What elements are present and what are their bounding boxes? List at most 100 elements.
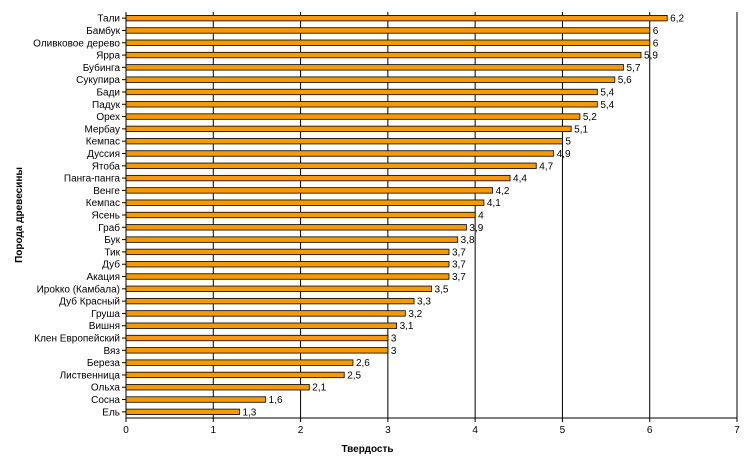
value-label: 4,7 bbox=[539, 161, 553, 172]
bar bbox=[125, 224, 467, 231]
value-label: 3,1 bbox=[400, 321, 414, 332]
x-tick-label: 6 bbox=[647, 425, 653, 436]
bar bbox=[125, 248, 450, 256]
bar bbox=[125, 285, 432, 292]
bar bbox=[125, 187, 494, 194]
bar bbox=[125, 51, 642, 59]
value-label: 3,7 bbox=[452, 260, 466, 271]
category-label: Береза bbox=[87, 358, 121, 369]
value-label: 5,4 bbox=[600, 100, 614, 111]
category-label: Тали bbox=[97, 14, 120, 25]
bar bbox=[125, 39, 651, 46]
category-label: Бубинга bbox=[83, 62, 121, 74]
category-label: Падук bbox=[92, 100, 121, 111]
y-axis-title: Порода древесины bbox=[14, 167, 25, 263]
bar bbox=[125, 113, 581, 120]
x-tick-label: 5 bbox=[560, 425, 566, 436]
category-label: Дуб Красный bbox=[59, 296, 120, 308]
bar bbox=[125, 359, 354, 366]
bar bbox=[125, 150, 555, 157]
value-label: 4,4 bbox=[513, 174, 527, 185]
value-label: 4,9 bbox=[557, 149, 571, 160]
category-label: Бади bbox=[96, 87, 120, 98]
category-label: Ольха bbox=[91, 383, 121, 394]
value-label: 3,2 bbox=[408, 309, 422, 320]
value-label: 3,7 bbox=[452, 272, 466, 283]
category-label: Тик bbox=[104, 247, 120, 258]
bar bbox=[125, 199, 485, 206]
category-label: Дуб bbox=[102, 259, 120, 271]
value-label: 5,2 bbox=[583, 112, 597, 123]
bar bbox=[125, 347, 389, 354]
category-label: Граб bbox=[98, 222, 120, 234]
bar bbox=[125, 64, 624, 71]
category-label: Ятоба bbox=[92, 160, 121, 172]
value-label: 6 bbox=[653, 26, 659, 37]
value-label: 4,2 bbox=[496, 186, 510, 197]
value-label: 5,1 bbox=[574, 124, 588, 135]
value-label: 3,8 bbox=[461, 235, 475, 246]
category-label: Бук bbox=[104, 235, 120, 246]
category-label: Вишня bbox=[89, 321, 120, 332]
value-label: 3,9 bbox=[469, 223, 483, 234]
bar bbox=[125, 27, 651, 34]
category-label: Ироkко (Камбала) bbox=[37, 283, 120, 295]
x-tick-label: 0 bbox=[123, 425, 129, 436]
bar bbox=[125, 384, 310, 391]
bar bbox=[125, 236, 459, 243]
bar bbox=[125, 162, 537, 169]
value-label: 2,6 bbox=[356, 358, 370, 369]
category-label: Мербау bbox=[84, 123, 120, 135]
category-label: Акация bbox=[86, 272, 120, 283]
value-label: 4 bbox=[478, 211, 484, 222]
value-label: 2,1 bbox=[312, 383, 326, 394]
category-label: Ярра bbox=[96, 51, 120, 62]
category-label: Сосна bbox=[91, 395, 120, 406]
value-label: 3,5 bbox=[435, 284, 449, 295]
category-label: Кемпас bbox=[86, 137, 120, 148]
bar bbox=[125, 396, 267, 403]
value-labels: 6,2665,95,75,65,45,45,25,154,94,74,44,24… bbox=[242, 14, 684, 419]
bar bbox=[125, 408, 240, 415]
x-tick-label: 2 bbox=[298, 425, 304, 436]
value-label: 5 bbox=[565, 137, 571, 148]
bars bbox=[125, 15, 668, 415]
category-label: Сукупира bbox=[76, 75, 120, 86]
category-label: Дуссия bbox=[87, 149, 120, 160]
value-label: 1,3 bbox=[242, 407, 256, 418]
category-label: Оливковое дерево bbox=[33, 38, 120, 49]
bar bbox=[125, 261, 450, 268]
category-label: Ель bbox=[102, 407, 120, 418]
category-label: Орех bbox=[96, 112, 120, 123]
bar bbox=[125, 334, 389, 342]
x-tick-label: 3 bbox=[385, 425, 391, 436]
category-label: Груша bbox=[91, 309, 120, 320]
value-label: 5,6 bbox=[618, 75, 632, 86]
value-label: 6 bbox=[653, 38, 659, 49]
x-tick-label: 1 bbox=[211, 425, 217, 436]
bar bbox=[125, 211, 476, 219]
value-label: 5,7 bbox=[627, 63, 641, 74]
value-label: 1,6 bbox=[269, 395, 283, 406]
bar bbox=[125, 174, 511, 182]
bar bbox=[125, 101, 598, 108]
category-label: Бамбук bbox=[86, 25, 120, 37]
category-label: Венге bbox=[93, 186, 120, 197]
value-label: 3 bbox=[391, 334, 397, 345]
bar bbox=[125, 125, 572, 133]
category-label: Панга-панга bbox=[64, 174, 121, 185]
category-label: Клен Европейский bbox=[34, 334, 120, 345]
x-tick-label: 7 bbox=[734, 425, 740, 436]
category-label: Ясень bbox=[91, 211, 120, 222]
x-tick-label: 4 bbox=[472, 425, 478, 436]
value-label: 2,5 bbox=[347, 370, 361, 381]
bar bbox=[125, 138, 563, 145]
bar bbox=[125, 310, 406, 317]
bar bbox=[125, 88, 598, 96]
x-axis-title: Твердость bbox=[341, 444, 393, 455]
value-label: 5,9 bbox=[644, 51, 658, 62]
category-label: Кемпас bbox=[86, 198, 120, 209]
value-label: 6,2 bbox=[670, 14, 684, 25]
